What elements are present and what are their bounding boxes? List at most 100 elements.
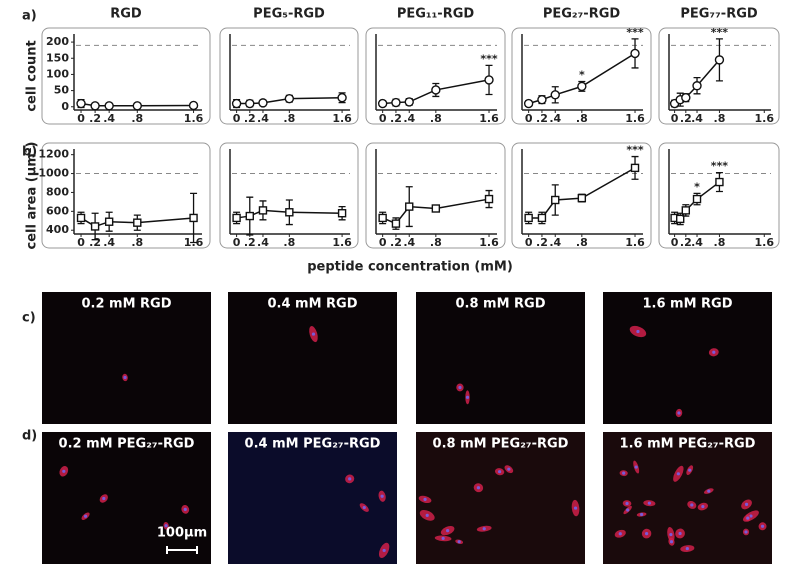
x-tick-label: 1.6 — [479, 236, 499, 249]
x-tick-label: .2 — [536, 112, 548, 125]
marker — [715, 177, 724, 187]
x-tick-label: 1.6 — [184, 112, 204, 125]
marker — [550, 90, 560, 100]
nucleus — [83, 514, 88, 518]
x-tick-label: 1.6 — [625, 112, 645, 125]
marker — [133, 218, 142, 227]
nucleus — [465, 395, 470, 399]
nucleus — [760, 524, 765, 528]
scale-bar — [166, 546, 198, 554]
marker — [284, 93, 295, 104]
nucleus — [688, 468, 692, 472]
x-tick-label: .8 — [576, 112, 588, 125]
micrograph — [416, 292, 585, 424]
x-tick-label: 0 — [77, 236, 85, 249]
nucleus — [458, 385, 462, 390]
nucleus — [62, 469, 66, 473]
x-tick-label: 0 — [233, 112, 241, 125]
x-tick-label: .4 — [691, 112, 703, 125]
nucleus — [701, 504, 705, 509]
marker — [431, 85, 441, 95]
image-caption: 0.8 mM PEG₂₇-RGD — [433, 437, 569, 452]
marker — [104, 101, 114, 111]
nucleus — [746, 516, 750, 520]
x-axis-label: peptide concentration (mM) — [307, 260, 513, 275]
nucleus — [669, 540, 674, 544]
nucleus — [707, 489, 711, 493]
x-tick-label: .4 — [549, 112, 561, 125]
nucleus — [311, 332, 316, 336]
nucleus — [348, 477, 352, 481]
nucleus — [634, 465, 638, 469]
panel-label: d) — [22, 429, 37, 444]
marker — [76, 98, 86, 109]
marker — [692, 194, 702, 204]
marker — [714, 55, 725, 65]
nucleus — [744, 502, 749, 507]
x-tick-label: .4 — [103, 112, 115, 125]
x-tick-label: .4 — [103, 236, 115, 249]
significance: *** — [626, 26, 644, 39]
x-tick-label: .8 — [283, 236, 295, 249]
x-tick-label: .8 — [576, 236, 588, 249]
marker — [577, 81, 587, 92]
nucleus — [183, 507, 187, 511]
significance: *** — [480, 52, 498, 65]
nucleus — [423, 497, 427, 501]
image-caption: 1.6 mM PEG₂₇-RGD — [620, 437, 756, 452]
marker — [681, 93, 691, 103]
image-caption: 0.4 mM RGD — [267, 297, 357, 312]
marker — [523, 98, 534, 109]
nucleus — [622, 471, 626, 475]
image-caption: 0.8 mM RGD — [455, 297, 545, 312]
x-tick-label: .2 — [390, 112, 402, 125]
x-tick-label: .2 — [89, 236, 101, 249]
nucleus — [362, 505, 366, 510]
marker — [524, 213, 533, 223]
panel-frame — [658, 142, 780, 249]
x-tick-label: .2 — [680, 112, 692, 125]
x-tick-label: .4 — [257, 236, 269, 249]
x-tick-label: .8 — [430, 112, 442, 125]
x-tick-label: 1.6 — [332, 236, 352, 249]
micrograph — [42, 292, 211, 424]
chart-title: PEG₂₇-RGD — [543, 7, 621, 22]
significance: *** — [626, 144, 644, 157]
x-tick-label: 1.6 — [479, 112, 499, 125]
marker — [285, 208, 294, 217]
y-tick-label: 150 — [46, 51, 69, 64]
nucleus — [678, 531, 682, 536]
nucleus — [712, 350, 716, 354]
x-tick-label: 0 — [379, 236, 387, 249]
y-tick-label: 800 — [46, 185, 69, 198]
micrograph — [228, 292, 397, 424]
marker — [405, 202, 414, 211]
nucleus — [102, 496, 106, 501]
x-tick-label: .8 — [714, 236, 726, 249]
nucleus — [573, 506, 578, 510]
panel-frame — [41, 27, 211, 125]
marker — [630, 48, 640, 59]
data-line — [528, 167, 636, 219]
marker — [104, 217, 114, 226]
x-tick-label: .2 — [536, 236, 548, 249]
marker — [391, 97, 401, 108]
significance: *** — [711, 26, 729, 39]
nucleus — [497, 470, 502, 474]
x-tick-label: .2 — [244, 236, 256, 249]
marker — [337, 93, 347, 103]
image-caption: 1.6 mM RGD — [642, 297, 732, 312]
nucleus — [690, 503, 694, 507]
panel-frame — [658, 27, 780, 125]
micrograph — [42, 432, 211, 564]
y-tick-label: 600 — [46, 204, 69, 217]
marker — [90, 222, 100, 231]
x-tick-label: 0 — [525, 112, 533, 125]
nucleus — [625, 501, 629, 506]
x-tick-label: .4 — [691, 236, 703, 249]
y-axis-label: cell count — [25, 40, 40, 111]
micrograph — [603, 432, 772, 564]
chart-title: PEG₁₁-RGD — [397, 7, 475, 22]
marker — [692, 81, 702, 91]
image-caption: 0.4 mM PEG₂₇-RGD — [245, 437, 381, 452]
